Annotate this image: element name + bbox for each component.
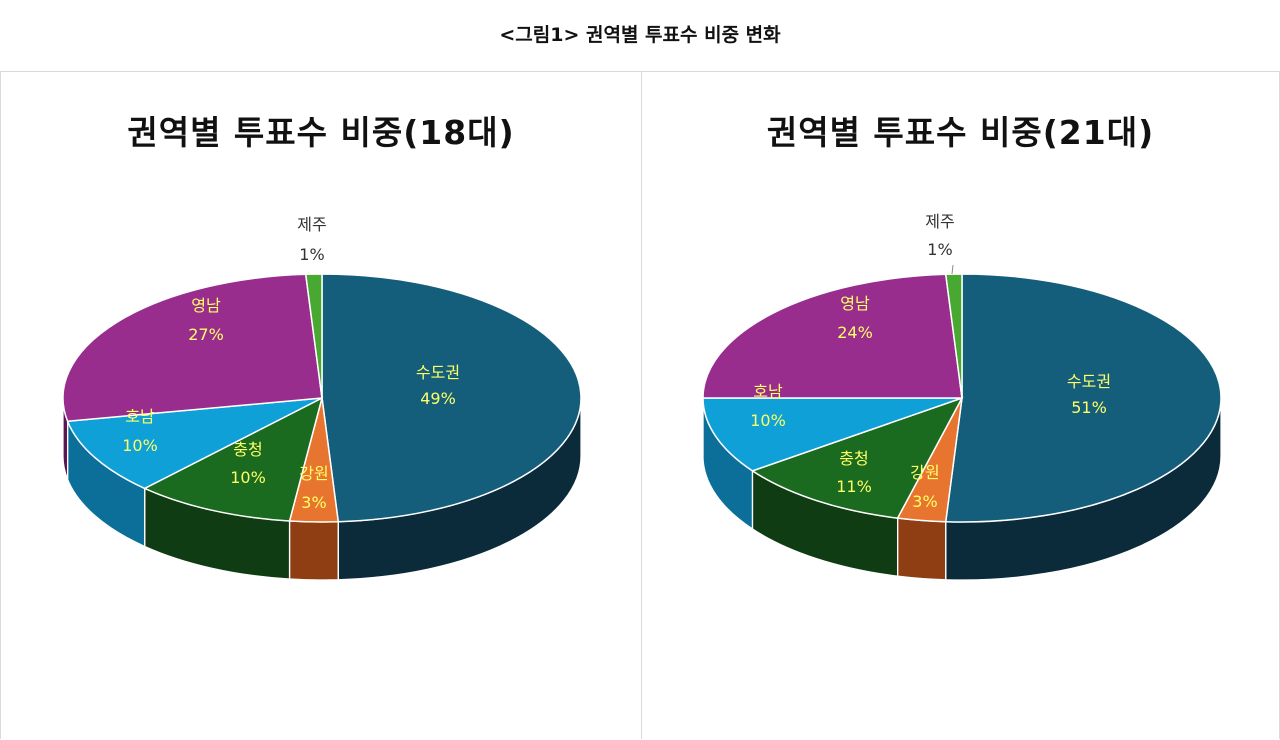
chart-title-18: 권역별 투표수 비중(18대) [127, 113, 515, 152]
pie-slice-slice-2 [142, 396, 324, 522]
pie-slice-slice-3 [66, 397, 323, 490]
slice-label: 호남 [125, 407, 155, 426]
pie-labels: 수도권 51% 강원 3% 충청 11% 호남 10% 영남 24% 제주 1% [750, 212, 1111, 511]
pie-top [62, 273, 582, 523]
pie-slice-slice-5 [304, 273, 323, 399]
pie-slice-slice-0 [321, 273, 582, 523]
slice-value-label: 3% [301, 493, 326, 512]
slice-label: 수도권 [416, 363, 460, 382]
slice-label: 영남 [191, 296, 221, 315]
pie-slice-slice-0 [944, 273, 1222, 523]
slice-value-label: 3% [912, 492, 937, 511]
slice-value-label: 1% [299, 245, 324, 264]
chart-panel-21: 권역별 투표수 비중(21대) 수도권 51% 강원 3% 충청 11% 호남 10% 영남 24… [642, 71, 1280, 739]
slice-value-label: 10% [230, 468, 266, 487]
slice-label: 호남 [753, 382, 783, 401]
pie-chart-21: 수도권 51% 강원 3% 충청 11% 호남 10% 영남 24% 제주 1% [702, 212, 1222, 581]
slice-value-label: 11% [836, 477, 872, 496]
pie-slice-slice-5 [944, 273, 963, 399]
slice-label: 강원 [910, 463, 939, 482]
slice-label: 제주 [297, 215, 326, 234]
pie-slice-slice-4 [62, 273, 323, 423]
leader-line [951, 264, 954, 275]
pie-side-slice-1 [896, 517, 947, 581]
slice-label: 충청 [233, 440, 262, 459]
slice-label: 충청 [839, 449, 868, 468]
slice-value-label: 27% [188, 325, 224, 344]
slice-value-label: 1% [927, 240, 952, 259]
slice-label: 제주 [925, 212, 954, 231]
chart-panel-18: 권역별 투표수 비중(18대) 수도권 49% 강원 3% 충청 10% 호남 10% 영남 27… [0, 71, 642, 739]
slice-value-label: 49% [420, 389, 456, 408]
pie-side-slice-1 [288, 520, 339, 581]
page-title: <그림1> 권역별 투표수 비중 변화 [499, 24, 781, 46]
pie-slice-slice-4 [702, 273, 963, 399]
pie-slice-slice-3 [702, 397, 963, 472]
slice-label: 수도권 [1067, 372, 1111, 391]
pie-top [702, 273, 1222, 523]
pie-labels: 수도권 49% 강원 3% 충청 10% 호남 10% 영남 27% 제주 1% [122, 215, 460, 512]
pie-chart-18: 수도권 49% 강원 3% 충청 10% 호남 10% 영남 27% 제주 1% [62, 215, 582, 581]
pie-slice-slice-2 [750, 396, 964, 519]
slice-value-label: 24% [837, 323, 873, 342]
slice-label: 강원 [299, 464, 328, 483]
slice-value-label: 51% [1071, 398, 1107, 417]
chart-title-21: 권역별 투표수 비중(21대) [766, 113, 1155, 152]
slice-label: 영남 [840, 294, 870, 313]
slice-value-label: 10% [750, 411, 786, 430]
slice-value-label: 10% [122, 436, 158, 455]
